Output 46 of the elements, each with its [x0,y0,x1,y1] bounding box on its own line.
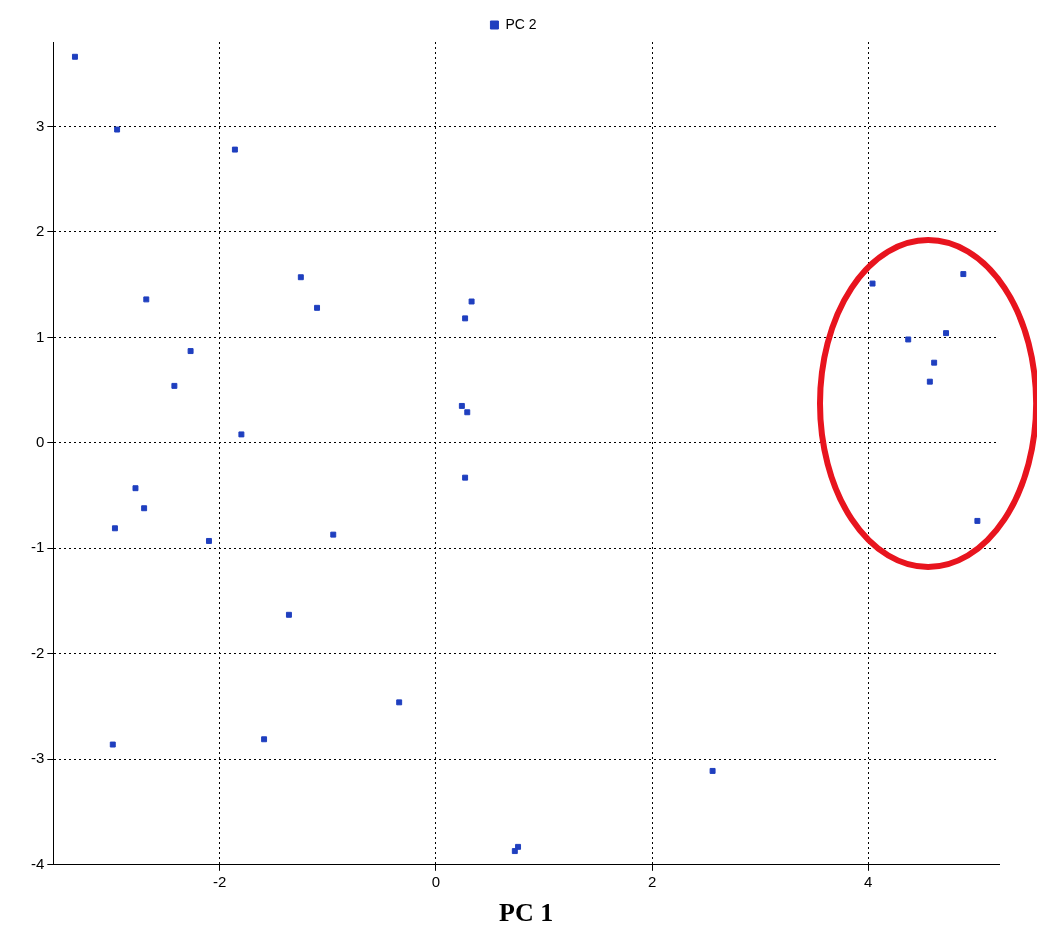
point [869,280,876,287]
y-tick-label: -3 [30,749,45,767]
x-axis-title: PC 1 [499,898,554,928]
point [931,359,938,366]
x-tick-label: 4 [864,872,873,890]
y-tick-label: 1 [35,327,45,345]
point [464,409,471,416]
point [709,767,716,774]
point [205,537,212,544]
legend-label: PC 2 [505,15,537,32]
point [109,741,116,748]
point [396,699,403,706]
point [143,296,150,303]
x-tick-label: 2 [647,872,657,890]
point [314,304,321,311]
point [926,378,933,385]
point [468,298,475,305]
y-tick-label: -4 [30,854,45,872]
y-tick-label: -1 [30,538,45,556]
point [132,485,139,492]
point [943,330,950,337]
point [71,53,78,60]
x-tick-label: 0 [431,872,441,890]
point [960,271,967,278]
point [974,517,981,524]
point [462,315,469,322]
point [238,431,245,438]
point [458,402,465,409]
y-tick-label: 3 [35,116,45,134]
point [285,611,292,618]
point [905,336,912,343]
point [111,525,118,532]
point [114,126,121,133]
point [297,274,304,281]
x-tick-label: -2 [213,872,227,890]
point [511,848,518,855]
point [231,146,238,153]
point [171,382,178,389]
y-tick-label: 0 [35,432,45,450]
point [261,736,268,743]
point [330,531,337,538]
point [462,474,469,481]
point [187,348,194,355]
y-tick-label: 2 [35,222,45,240]
y-tick-label: -2 [30,643,45,661]
point [141,505,148,512]
